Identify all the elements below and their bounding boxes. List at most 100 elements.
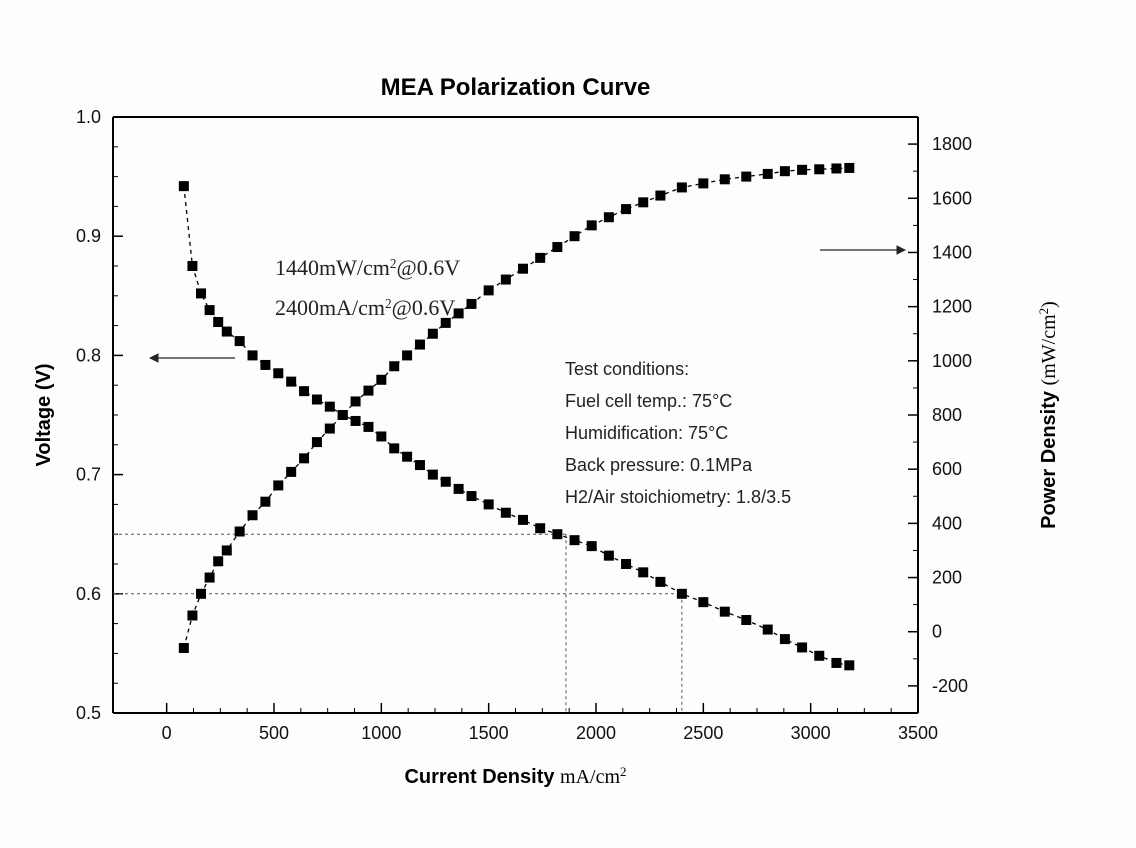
- voltage-point: [286, 377, 296, 387]
- power-point: [677, 182, 687, 192]
- voltage-point: [763, 625, 773, 635]
- x-tick-label: 1000: [361, 723, 401, 743]
- power-point: [402, 350, 412, 360]
- power-point: [604, 212, 614, 222]
- power-point: [570, 231, 580, 241]
- conditions-heading: Test conditions:: [565, 359, 689, 379]
- voltage-point: [552, 529, 562, 539]
- yr-tick-label: 1400: [932, 242, 972, 262]
- yr-tick-label: 200: [932, 568, 962, 588]
- yr-tick-label: 800: [932, 405, 962, 425]
- power-point: [780, 166, 790, 176]
- yr-tick-label: 0: [932, 622, 942, 642]
- voltage-point: [248, 350, 258, 360]
- power-point: [299, 453, 309, 463]
- voltage-point: [831, 658, 841, 668]
- voltage-point: [797, 642, 807, 652]
- voltage-point: [484, 499, 494, 509]
- voltage-point: [638, 567, 648, 577]
- power-point: [797, 165, 807, 175]
- voltage-point: [720, 607, 730, 617]
- voltage-point: [677, 589, 687, 599]
- voltage-point: [454, 484, 464, 494]
- yl-tick-label: 0.8: [76, 345, 101, 365]
- chart-title: MEA Polarization Curve: [381, 74, 651, 101]
- yr-tick-label: 1200: [932, 297, 972, 317]
- power-point: [325, 424, 335, 434]
- voltage-point: [235, 336, 245, 346]
- voltage-point: [213, 317, 223, 327]
- power-point: [535, 253, 545, 263]
- x-tick-label: 1500: [469, 723, 509, 743]
- power-point: [552, 242, 562, 252]
- voltage-point: [260, 360, 270, 370]
- voltage-point: [415, 460, 425, 470]
- x-axis-label: Current Density mA/cm2: [404, 764, 626, 789]
- power-point: [415, 340, 425, 350]
- yr-tick-label: 1600: [932, 188, 972, 208]
- power-point: [273, 480, 283, 490]
- power-point: [187, 610, 197, 620]
- x-tick-label: 2500: [683, 723, 723, 743]
- power-point: [501, 275, 511, 285]
- power-point: [389, 361, 399, 371]
- voltage-point: [179, 181, 189, 191]
- voltage-point: [698, 597, 708, 607]
- voltage-point: [222, 327, 232, 337]
- power-point: [179, 643, 189, 653]
- yl-tick-label: 0.9: [76, 226, 101, 246]
- voltage-point: [273, 368, 283, 378]
- power-point: [351, 396, 361, 406]
- yl-tick-label: 0.5: [76, 703, 101, 723]
- power-point: [655, 191, 665, 201]
- voltage-point: [205, 305, 215, 315]
- voltage-point: [428, 470, 438, 480]
- voltage-point: [187, 261, 197, 271]
- voltage-point: [312, 395, 322, 405]
- voltage-point: [814, 651, 824, 661]
- polarization-chart: MEA Polarization Curve050010001500200025…: [0, 0, 1136, 848]
- voltage-point: [325, 402, 335, 412]
- yl-tick-label: 0.6: [76, 584, 101, 604]
- yr-tick-label: 400: [932, 513, 962, 533]
- voltage-point: [570, 535, 580, 545]
- voltage-point: [741, 615, 751, 625]
- power-point: [466, 299, 476, 309]
- power-point: [312, 437, 322, 447]
- power-point: [844, 163, 854, 173]
- yr-tick-label: 600: [932, 459, 962, 479]
- power-point: [205, 573, 215, 583]
- power-point: [286, 467, 296, 477]
- yl-tick-label: 1.0: [76, 107, 101, 127]
- power-point: [363, 386, 373, 396]
- voltage-point: [621, 559, 631, 569]
- voltage-point: [518, 515, 528, 525]
- yr-tick-label: 1000: [932, 351, 972, 371]
- yl-axis-label: Voltage (V): [33, 364, 55, 467]
- power-point: [741, 172, 751, 182]
- power-point: [518, 264, 528, 274]
- x-tick-label: 2000: [576, 723, 616, 743]
- conditions-line: H2/Air stoichiometry: 1.8/3.5: [565, 487, 791, 507]
- voltage-point: [299, 386, 309, 396]
- voltage-point: [780, 634, 790, 644]
- voltage-point: [196, 288, 206, 298]
- voltage-point: [655, 577, 665, 587]
- x-tick-label: 500: [259, 723, 289, 743]
- x-tick-label: 3500: [898, 723, 938, 743]
- voltage-point: [604, 551, 614, 561]
- power-point: [763, 169, 773, 179]
- voltage-point: [587, 541, 597, 551]
- voltage-point: [402, 452, 412, 462]
- callout-current: 2400mA/cm2@0.6V: [275, 295, 455, 320]
- voltage-point: [844, 660, 854, 670]
- voltage-point: [466, 491, 476, 501]
- yl-tick-label: 0.7: [76, 465, 101, 485]
- callout-power: 1440mW/cm2@0.6V: [275, 255, 460, 280]
- power-point: [621, 204, 631, 214]
- x-tick-label: 0: [162, 723, 172, 743]
- x-tick-label: 3000: [791, 723, 831, 743]
- conditions-line: Fuel cell temp.: 75°C: [565, 391, 732, 411]
- power-point: [720, 174, 730, 184]
- voltage-point: [535, 523, 545, 533]
